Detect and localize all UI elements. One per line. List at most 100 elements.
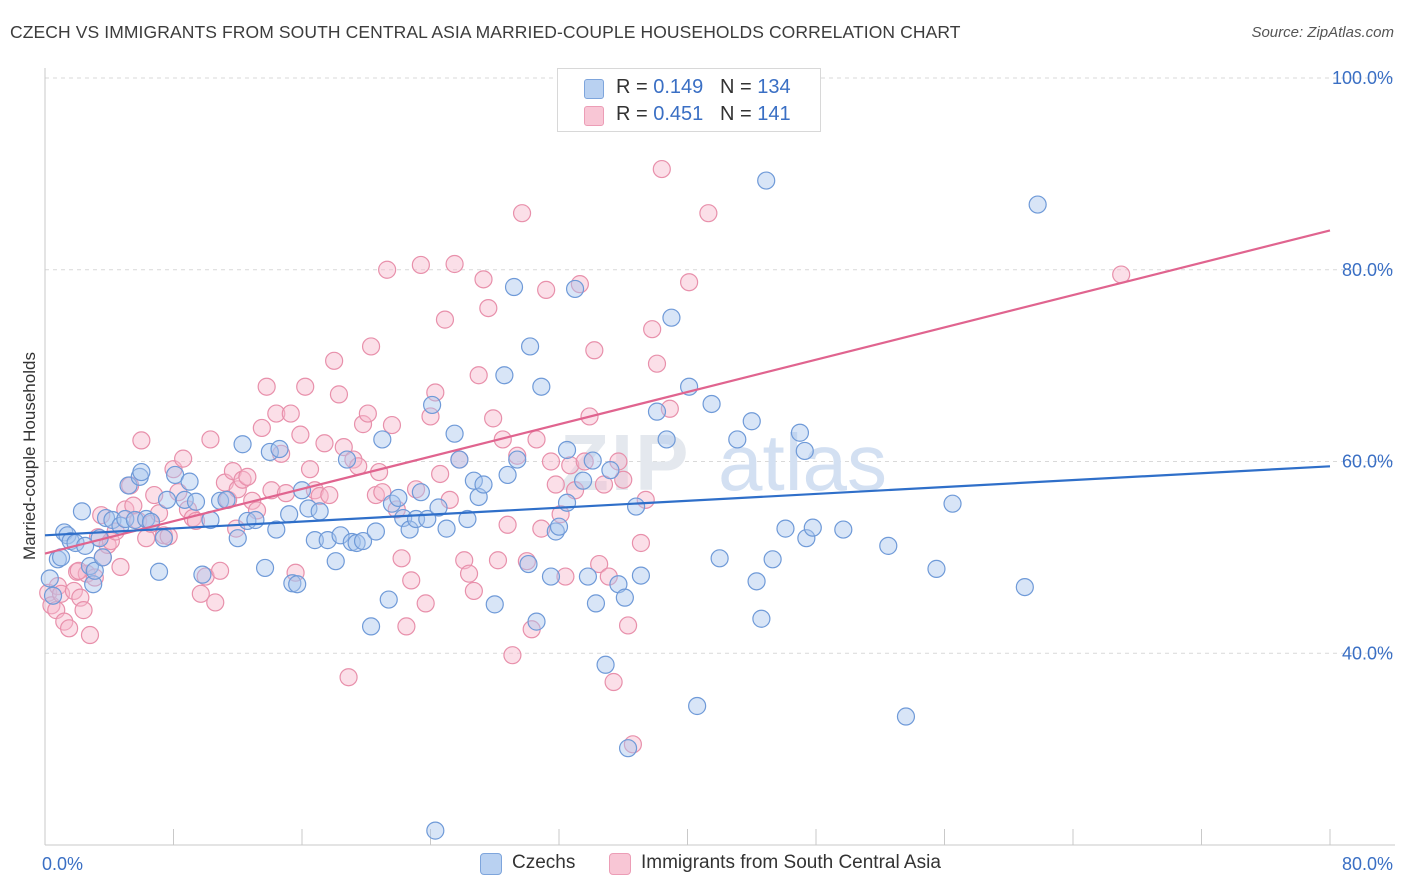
asia-point bbox=[652, 159, 671, 179]
czech-point bbox=[943, 494, 962, 513]
czech-point bbox=[288, 575, 307, 594]
czech-point bbox=[379, 590, 398, 609]
n-label: N = bbox=[719, 76, 758, 98]
czech-point bbox=[326, 552, 345, 571]
czech-point bbox=[896, 707, 916, 726]
asia-point bbox=[325, 351, 344, 370]
czech-point bbox=[710, 549, 729, 568]
czech-point bbox=[702, 394, 721, 414]
asia-point bbox=[353, 415, 373, 434]
czech-point bbox=[688, 696, 707, 716]
legend-bottom-swatch-czechs bbox=[480, 853, 502, 875]
czech-point bbox=[485, 595, 504, 614]
czech-point bbox=[157, 490, 177, 509]
asia-point bbox=[329, 385, 349, 404]
czech-point bbox=[389, 488, 408, 508]
asia-point bbox=[614, 470, 633, 489]
asia-point bbox=[296, 377, 315, 396]
asia-point bbox=[416, 594, 435, 613]
czech-point bbox=[445, 424, 464, 443]
asia-point bbox=[455, 551, 474, 570]
czech-point bbox=[437, 519, 456, 538]
y-tick-label-40: 40.0% bbox=[1342, 643, 1393, 663]
czech-point bbox=[96, 508, 116, 528]
legend-stats-asia: R = 0.451 N = 141 bbox=[616, 103, 791, 126]
legend-bottom-label-asia: Immigrants from South Central Asia bbox=[641, 852, 941, 873]
asia-point bbox=[643, 320, 662, 339]
asia-point bbox=[556, 567, 575, 586]
asia-point bbox=[69, 561, 88, 580]
asia-point bbox=[546, 475, 565, 494]
czech-point bbox=[464, 471, 483, 490]
czech-point bbox=[626, 497, 646, 516]
correlation-legend: R = 0.149 N = 134 R = 0.451 N = 141 bbox=[557, 68, 821, 132]
asia-point bbox=[512, 204, 532, 223]
asia-point bbox=[339, 668, 358, 687]
r-value-asia: 0.451 bbox=[653, 103, 704, 125]
czech-point bbox=[337, 450, 357, 469]
series-czech-points bbox=[40, 171, 1047, 840]
asia-point bbox=[585, 341, 604, 360]
czech-point bbox=[175, 490, 194, 509]
czech-point bbox=[299, 499, 318, 518]
asia-point bbox=[488, 551, 508, 570]
asia-point bbox=[498, 515, 517, 534]
axes bbox=[44, 68, 1395, 846]
asia-point bbox=[174, 449, 193, 468]
czech-point bbox=[429, 498, 448, 517]
czech-point bbox=[546, 522, 565, 541]
chart-title: CZECH VS IMMIGRANTS FROM SOUTH CENTRAL A… bbox=[10, 22, 961, 42]
czech-point bbox=[757, 171, 776, 190]
asia-point bbox=[210, 561, 230, 580]
asia-point bbox=[201, 430, 220, 449]
czech-point bbox=[246, 510, 265, 530]
czech-point bbox=[347, 533, 366, 553]
asia-point bbox=[421, 407, 440, 426]
asia-point bbox=[267, 404, 286, 423]
czech-point bbox=[618, 739, 638, 758]
czech-point bbox=[803, 518, 822, 537]
czech-point bbox=[752, 609, 771, 628]
czech-point bbox=[504, 277, 524, 297]
czech-point bbox=[834, 520, 853, 539]
czech-point bbox=[353, 531, 373, 551]
czech-point bbox=[93, 548, 112, 567]
asia-point bbox=[517, 552, 536, 571]
asia-point bbox=[64, 581, 84, 601]
asia-point bbox=[59, 619, 79, 638]
legend-bottom-label-czechs: Czechs bbox=[512, 852, 576, 873]
czech-point bbox=[40, 569, 59, 588]
czech-point bbox=[790, 423, 810, 442]
czech-point bbox=[267, 520, 286, 539]
czech-point bbox=[85, 561, 104, 580]
czech-point bbox=[532, 377, 551, 396]
asia-point bbox=[233, 470, 252, 489]
asia-point bbox=[392, 549, 411, 568]
n-value-czechs: 134 bbox=[757, 76, 791, 98]
czech-point bbox=[1015, 577, 1034, 597]
asia-point bbox=[699, 204, 718, 223]
asia-point bbox=[464, 581, 483, 601]
asia-point bbox=[238, 467, 257, 486]
czech-point bbox=[116, 509, 135, 529]
asia-point bbox=[680, 273, 699, 292]
czech-point bbox=[631, 566, 651, 585]
czech-point bbox=[586, 594, 606, 613]
asia-point bbox=[228, 480, 247, 499]
asia-point bbox=[604, 672, 623, 692]
legend-swatch-asia bbox=[584, 106, 604, 126]
y-tick-label-60: 60.0% bbox=[1342, 452, 1393, 472]
asia-point bbox=[445, 254, 464, 274]
asia-point bbox=[484, 409, 503, 428]
y-axis-label: Married-couple Households bbox=[20, 352, 39, 560]
czech-point bbox=[270, 439, 289, 459]
asia-point bbox=[402, 571, 421, 590]
czech-point bbox=[879, 536, 898, 555]
czech-point bbox=[797, 529, 816, 548]
czech-point bbox=[583, 451, 602, 470]
czech-point bbox=[520, 337, 540, 356]
source-credit: Source: ZipAtlas.com bbox=[1251, 24, 1394, 41]
trend-lines bbox=[44, 229, 1331, 555]
czech-point bbox=[450, 450, 469, 469]
asia-point bbox=[532, 519, 551, 538]
